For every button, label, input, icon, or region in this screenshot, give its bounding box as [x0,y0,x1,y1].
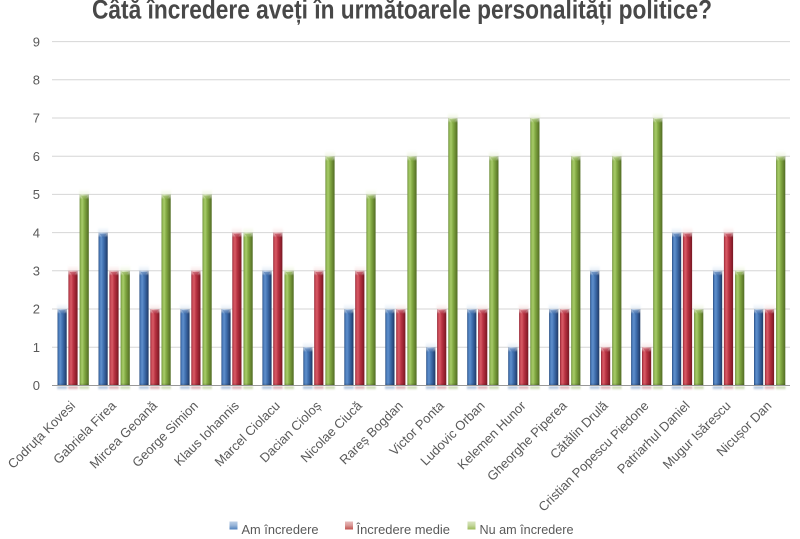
svg-text:0: 0 [33,378,40,393]
svg-text:7: 7 [33,111,40,126]
svg-text:9: 9 [33,34,40,49]
svg-text:Câtă încredere aveți în următo: Câtă încredere aveți în următoarele pers… [92,0,712,24]
svg-text:4: 4 [33,225,40,240]
svg-text:2: 2 [33,302,40,317]
svg-text:5: 5 [33,187,40,202]
svg-text:Încredere medie: Încredere medie [356,522,450,534]
svg-text:Nu am încredere: Nu am încredere [480,522,574,534]
svg-text:8: 8 [33,73,40,88]
svg-text:3: 3 [33,264,40,279]
svg-text:Am încredere: Am încredere [242,522,319,534]
svg-text:1: 1 [33,340,40,355]
svg-text:6: 6 [33,149,40,164]
